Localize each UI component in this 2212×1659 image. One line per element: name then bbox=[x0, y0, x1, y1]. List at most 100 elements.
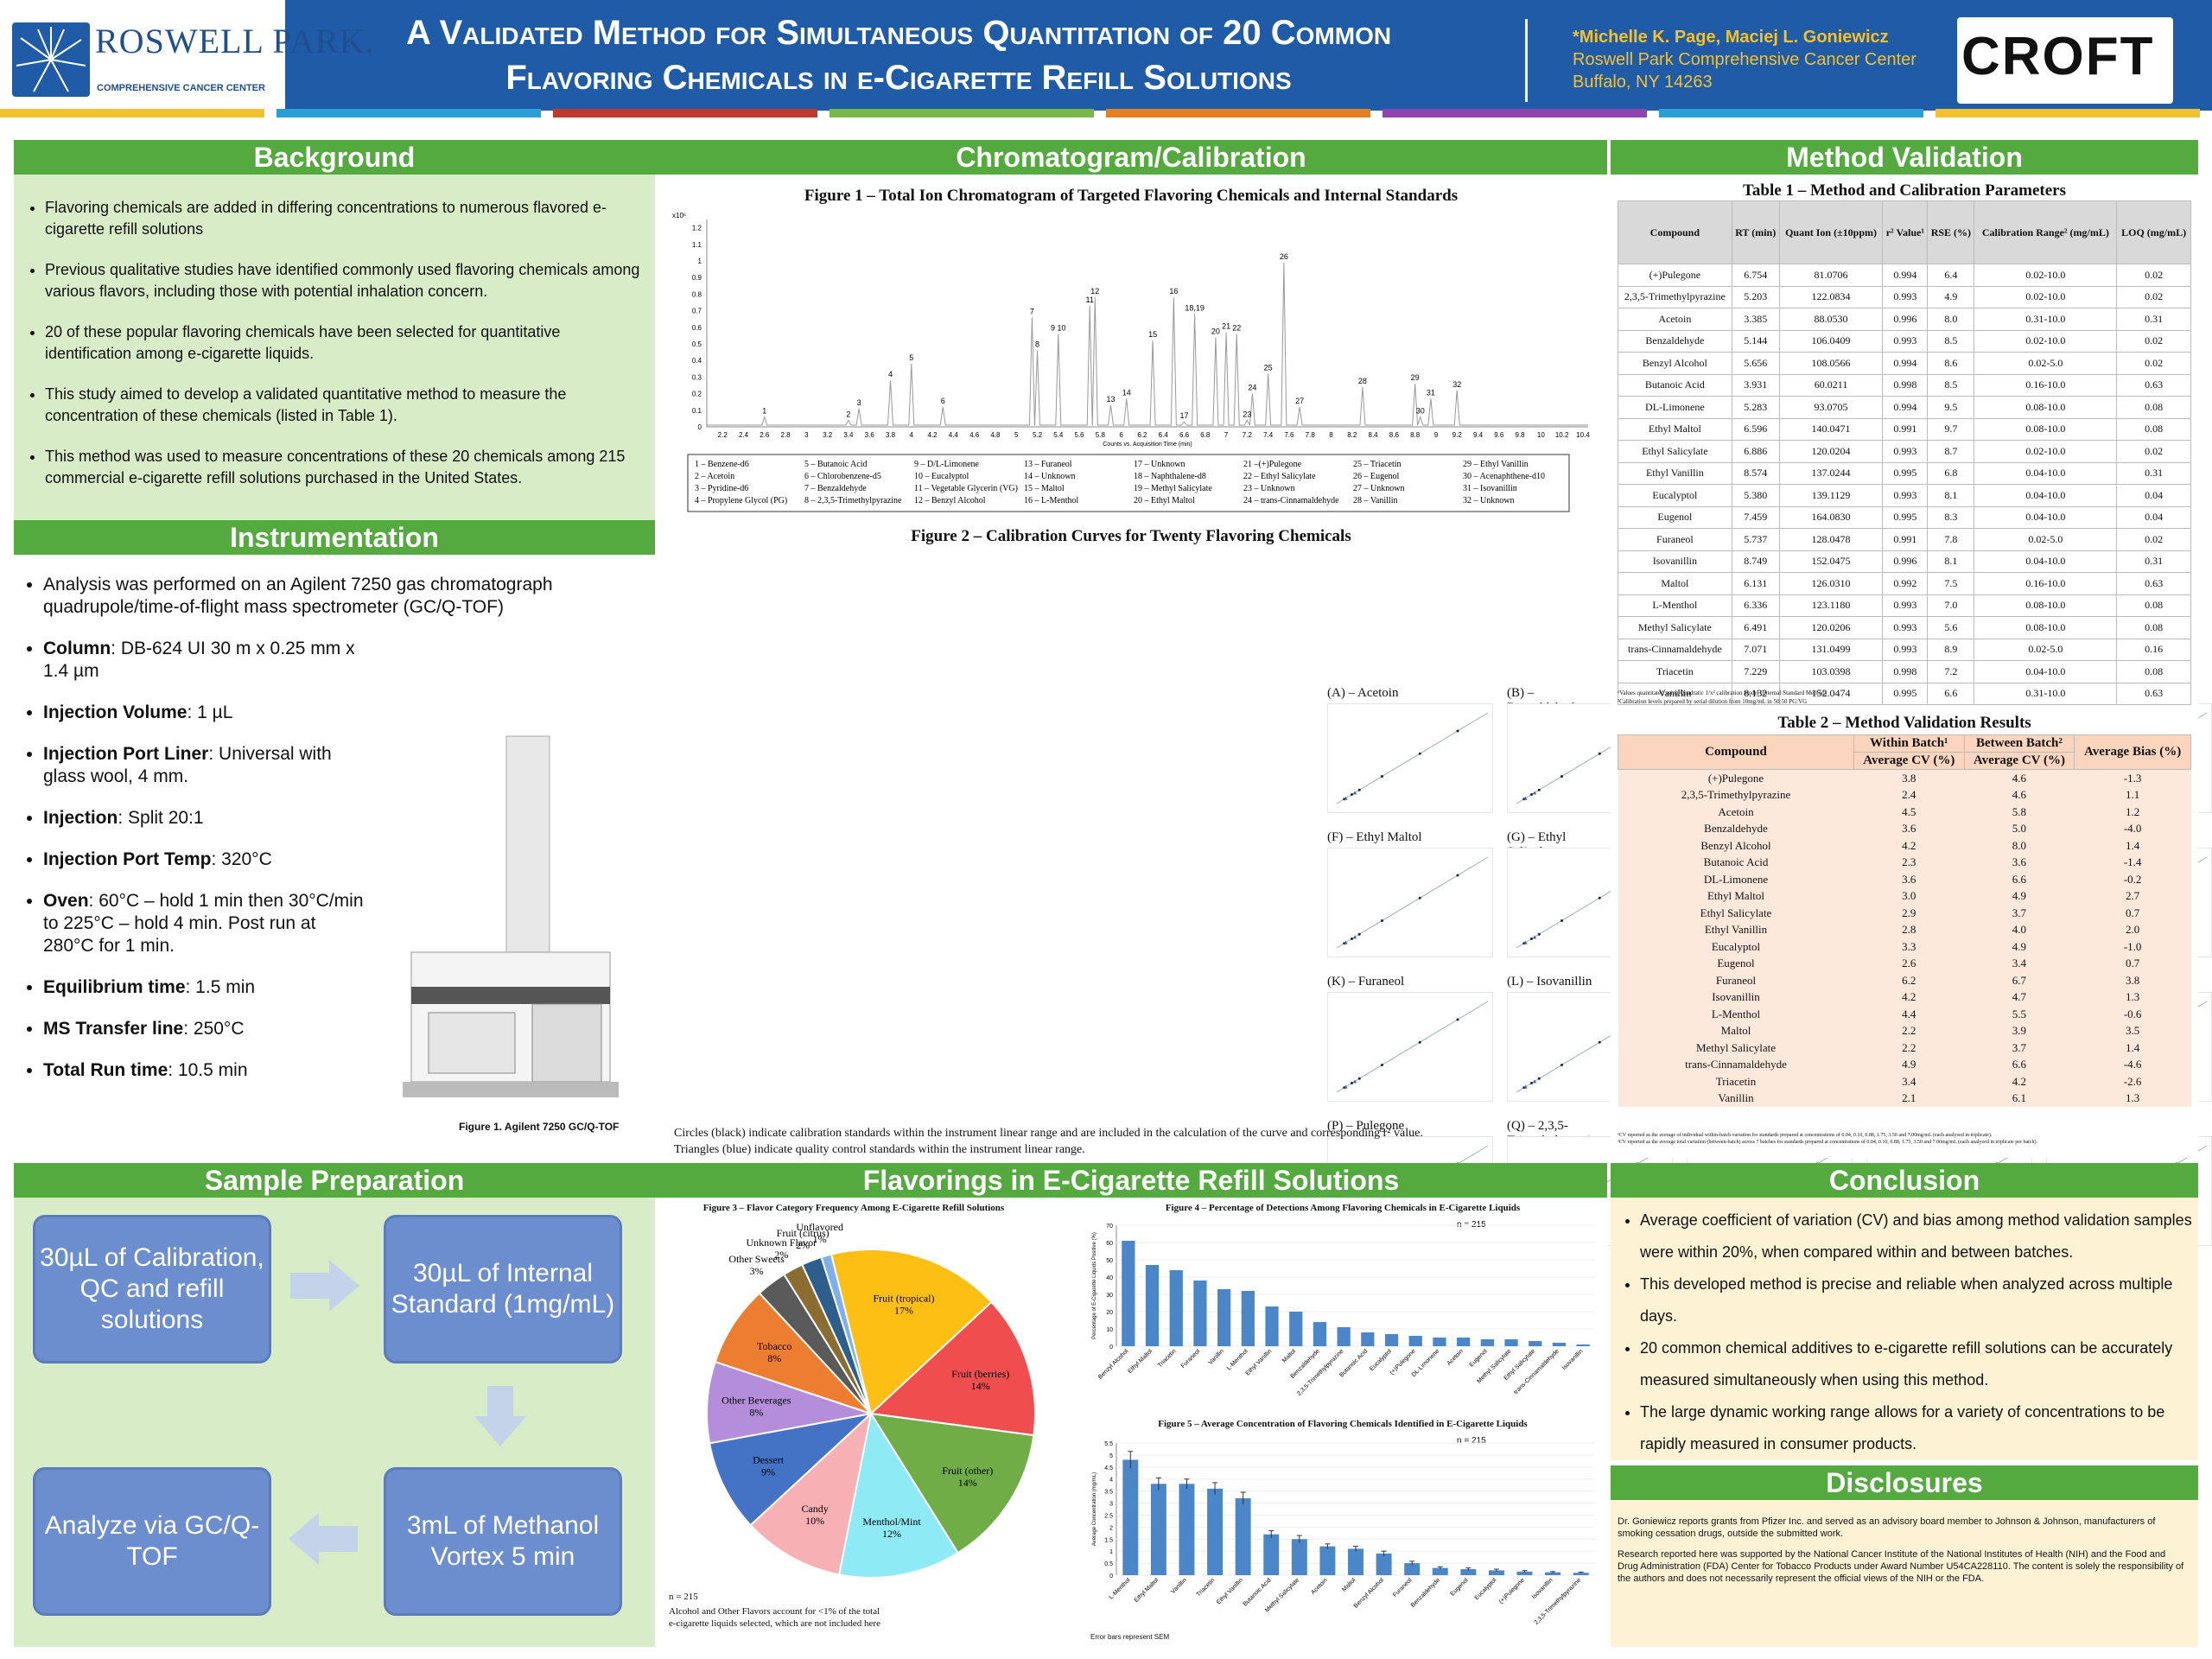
bar-category-label: (+)Pulegone bbox=[1498, 1577, 1526, 1605]
fig4-bar-chart: 0 10 20 30 40 50 60 70 Percentage of E-Cigarette… bbox=[1092, 1224, 1595, 1397]
instrument-param: Injection Volume: 1 µL bbox=[43, 702, 366, 724]
instrument-param-key: Oven bbox=[43, 891, 89, 911]
table2-cell: 2.8 bbox=[1902, 923, 1916, 937]
table2-cell: 4.4 bbox=[1902, 1007, 1916, 1020]
instrument-param-key: Injection Port Temp bbox=[43, 849, 212, 869]
pie-slice-percent: 8% bbox=[767, 1352, 781, 1364]
table2-cell: -4.0 bbox=[2123, 822, 2142, 836]
table2-cell: -4.6 bbox=[2123, 1058, 2142, 1071]
table2-cell: 4.9 bbox=[1902, 1058, 1916, 1071]
table2-cell: 2.1 bbox=[1902, 1091, 1916, 1105]
bar bbox=[1504, 1339, 1518, 1346]
table1-cell: 0.02-5.0 bbox=[1974, 528, 2118, 551]
instrument-param: Injection Port Liner: Universal with gla… bbox=[43, 743, 366, 788]
pie-slice-name: Candy bbox=[801, 1503, 828, 1515]
bar bbox=[1488, 1570, 1504, 1575]
bar bbox=[1289, 1312, 1303, 1346]
bar bbox=[1384, 1334, 1399, 1346]
table1-title: Table 1 – Method and Calibration Paramet… bbox=[1742, 181, 2066, 200]
table2-cell: (+)Pulegone bbox=[1707, 771, 1764, 785]
fig1-x-tick: 6.4 bbox=[1159, 431, 1169, 439]
pie-slice-name: Fruit (citrus) bbox=[777, 1227, 830, 1239]
fig2-note-circles: Circles (black) indicate calibration sta… bbox=[674, 1127, 1423, 1140]
fig1-x-tick: 5.8 bbox=[1096, 431, 1106, 439]
fig1-y-tick: 0.6 bbox=[692, 324, 702, 332]
table2-cell: 4.6 bbox=[2012, 788, 2027, 802]
table1-cell: 6.754 bbox=[1731, 264, 1780, 287]
bar-y-tick: 5.5 bbox=[1104, 1441, 1113, 1447]
bar-y-label: Percentage of E-Cigarette Liquids Positi… bbox=[1092, 1232, 1097, 1339]
pie-slice bbox=[706, 1360, 872, 1445]
table1-cell: 6.131 bbox=[1731, 572, 1780, 595]
fig3-title: Figure 3 – Flavor Category Frequency Amo… bbox=[702, 1203, 1005, 1213]
bar-category-label: trans-Cinnamaldehyde bbox=[1513, 1348, 1560, 1395]
table1-cell: 164.0830 bbox=[1778, 505, 1884, 529]
bar bbox=[1545, 1572, 1561, 1575]
bar-y-tick: 50 bbox=[1106, 1258, 1113, 1264]
fig1-peak-label: 8 bbox=[1035, 340, 1039, 349]
table1-cell: Eugenol bbox=[1618, 505, 1732, 529]
table2-cell: 4.9 bbox=[2012, 889, 2027, 903]
background-bullet: This method was used to measure concentr… bbox=[45, 446, 650, 489]
table2-cell: 0.7 bbox=[2125, 906, 2140, 919]
table1-cell: 7.5 bbox=[1927, 572, 1975, 595]
fig3-note: Alcohol and Other Flavors account for <1… bbox=[669, 1605, 880, 1630]
cal-point bbox=[1357, 788, 1361, 791]
cal-qc-point bbox=[1353, 935, 1357, 939]
fig1-legend-entry: 24 – trans-Cinnamaldehyde bbox=[1243, 496, 1339, 505]
table2-cell: 4.7 bbox=[2012, 990, 2027, 1004]
table1-cell: 5.144 bbox=[1731, 329, 1780, 353]
fig1-x-tick: 5 bbox=[1014, 431, 1019, 439]
pie-slice-name: Fruit (other) bbox=[942, 1465, 993, 1477]
cal-qc-point bbox=[1523, 1084, 1528, 1089]
table2-cell: 1.3 bbox=[2125, 1091, 2140, 1105]
table1-cell: Butanoic Acid bbox=[1618, 373, 1732, 397]
fig1-x-tick: 6.6 bbox=[1179, 431, 1190, 439]
header-stripe bbox=[1106, 109, 1370, 118]
fig1-peak-label: 23 bbox=[1243, 410, 1251, 418]
fig1-legend-entry: 9 – D/L-Limonene bbox=[914, 460, 980, 469]
table2-cell: Isovanillin bbox=[1712, 990, 1760, 1004]
fig1-legend-entry: 25 – Triacetin bbox=[1353, 460, 1402, 469]
fig1-x-tick: 5.4 bbox=[1053, 431, 1064, 439]
table2-cell: 3.7 bbox=[2012, 1040, 2027, 1054]
fig1-legend-entry: 8 – 2,3,5-Trimethylpyrazine bbox=[804, 496, 902, 505]
bar bbox=[1404, 1563, 1421, 1575]
pie-slice bbox=[869, 1412, 1035, 1554]
header-stripe bbox=[830, 109, 1094, 118]
table1-cell: Methyl Salicylate bbox=[1618, 616, 1732, 639]
fig1-trace bbox=[707, 262, 1588, 426]
table2-cell: 2.4 bbox=[1902, 788, 1916, 802]
bar-category-label: Ethyl Maltol bbox=[1134, 1577, 1160, 1604]
fig1-legend-entry: 30 – Acenaphthene-d10 bbox=[1463, 472, 1545, 481]
bar bbox=[1480, 1339, 1494, 1346]
chromatogram-heading: Chromatogram/Calibration bbox=[655, 140, 1607, 175]
fig1-peak-label: 7 bbox=[1030, 307, 1034, 315]
fig1-legend-entry: 18 – Naphthalene-d8 bbox=[1134, 472, 1206, 481]
table1-cell: Isovanillin bbox=[1618, 550, 1732, 573]
fig1-peak-label: 20 bbox=[1211, 327, 1220, 335]
fig1-x-tick: 3.6 bbox=[865, 431, 875, 439]
table1-row: Acetoin 3.385 88.0530 0.996 8.0 0.31-10.0 0.31 bbox=[1618, 308, 2191, 331]
table1-cell: Eucalyptol bbox=[1618, 484, 1732, 507]
bar bbox=[1573, 1573, 1589, 1575]
cal-fit-line bbox=[1336, 1001, 1489, 1093]
table1-cell: 5.6 bbox=[1927, 616, 1975, 639]
t2-header-within: Within Batch¹ bbox=[1853, 734, 1965, 753]
table1-cell: 0.08-10.0 bbox=[1974, 594, 2118, 617]
table2-row: Isovanillin 4.2 4.7 1.3 bbox=[1618, 989, 2191, 1007]
bar bbox=[1432, 1567, 1448, 1575]
fig1-legend-entry: 6 – Chlorobenzene-d5 bbox=[804, 472, 881, 481]
table2-title: Table 2 – Method Validation Results bbox=[1777, 714, 2031, 732]
disclosures-heading: Disclosures bbox=[1611, 1465, 2198, 1500]
pie-slice-percent: 17% bbox=[894, 1305, 913, 1317]
table2-cell: 3.7 bbox=[2012, 906, 2027, 919]
bar bbox=[1291, 1539, 1307, 1575]
table1-cell: 0.996 bbox=[1882, 308, 1929, 331]
fig1-x-tick: 7.2 bbox=[1243, 431, 1253, 439]
table1-header-cell: RSE (%) bbox=[1927, 200, 1975, 264]
table1-cell: 0.02-10.0 bbox=[1974, 440, 2118, 463]
instrument-param-value: : 320°C bbox=[211, 849, 272, 869]
header-stripe bbox=[0, 109, 264, 118]
t2-header-between-cv: Average CV (%) bbox=[1963, 752, 2075, 770]
